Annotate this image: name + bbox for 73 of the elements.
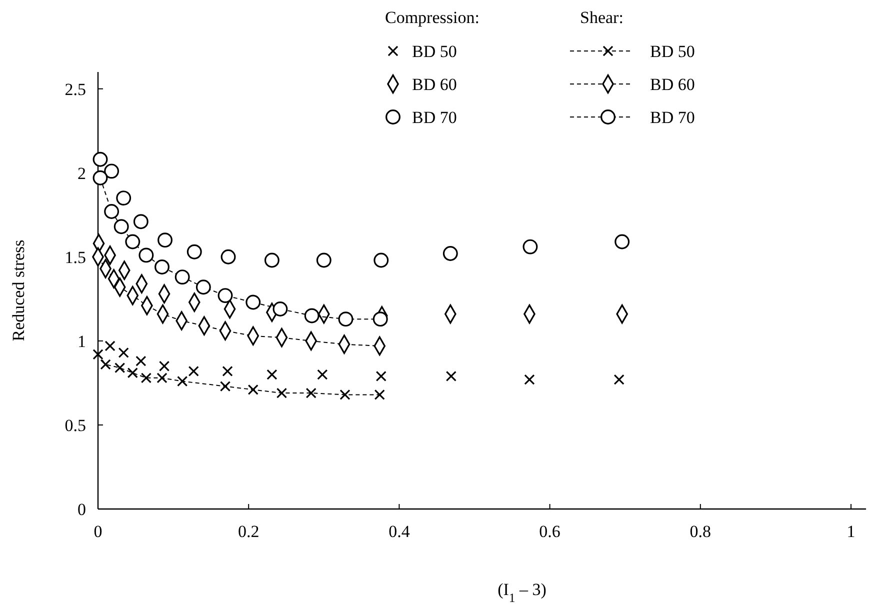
y-tick-label: 0 <box>78 500 86 519</box>
x-tick-label: 0.2 <box>238 522 260 541</box>
point <box>317 369 328 380</box>
point <box>614 234 630 250</box>
point <box>104 204 120 219</box>
point <box>442 246 458 261</box>
legend-label: BD 60 <box>412 75 457 94</box>
x-tick-label: 0 <box>94 522 102 541</box>
point <box>316 252 332 268</box>
point <box>104 164 120 179</box>
point <box>304 308 320 324</box>
point <box>136 356 146 366</box>
point <box>138 248 154 263</box>
point <box>196 280 211 295</box>
point <box>220 249 236 264</box>
point <box>177 376 188 387</box>
point <box>158 360 170 372</box>
x-tick-label: 0.6 <box>539 522 560 541</box>
point <box>114 219 129 234</box>
legend-label: BD 70 <box>650 108 695 127</box>
point <box>158 232 172 248</box>
point <box>154 260 170 274</box>
point <box>156 372 168 384</box>
point <box>248 384 258 395</box>
x-tick-label: 0.8 <box>690 522 712 541</box>
point <box>524 374 535 385</box>
point <box>100 359 111 370</box>
point <box>338 312 354 327</box>
legend-label: BD 50 <box>412 42 457 61</box>
text: Shear: <box>580 8 624 27</box>
point <box>188 366 199 376</box>
point <box>92 170 108 186</box>
point <box>266 369 278 380</box>
point <box>218 288 233 304</box>
y-tick-label: 1.5 <box>64 248 86 267</box>
point <box>220 380 231 392</box>
point <box>222 366 233 376</box>
point <box>116 190 132 206</box>
y-tick-label: 2 <box>78 164 86 183</box>
x-tick-label: 0.4 <box>388 522 410 541</box>
point <box>140 372 152 384</box>
point <box>614 374 624 385</box>
point <box>306 388 316 398</box>
legend-label: BD 60 <box>650 75 695 94</box>
legend-label: BD 50 <box>650 42 695 61</box>
point <box>174 270 190 285</box>
point <box>374 389 385 400</box>
y-tick-label: 0.5 <box>64 416 86 435</box>
y-axis-title: Reduced stress <box>9 240 28 342</box>
point <box>246 294 261 310</box>
point <box>446 370 456 382</box>
point <box>118 347 129 358</box>
text: Compression: <box>385 8 480 27</box>
y-tick-label: 2.5 <box>64 80 86 99</box>
y-tick-label: 1 <box>78 332 86 351</box>
point <box>114 362 126 374</box>
point <box>133 214 148 230</box>
point <box>372 312 388 327</box>
point <box>92 152 108 167</box>
point <box>127 368 138 378</box>
legend-label: BD 70 <box>412 108 457 127</box>
point <box>264 252 280 268</box>
point <box>125 234 140 250</box>
point <box>276 388 288 398</box>
point <box>186 244 202 260</box>
point <box>340 389 350 400</box>
x-tick-label: 1 <box>846 522 856 541</box>
point <box>376 370 386 382</box>
x-axis-title: (I$_{1}$ – 3) <box>498 580 546 605</box>
point <box>522 239 538 254</box>
point <box>374 252 389 268</box>
point <box>272 302 288 316</box>
point <box>92 349 104 360</box>
